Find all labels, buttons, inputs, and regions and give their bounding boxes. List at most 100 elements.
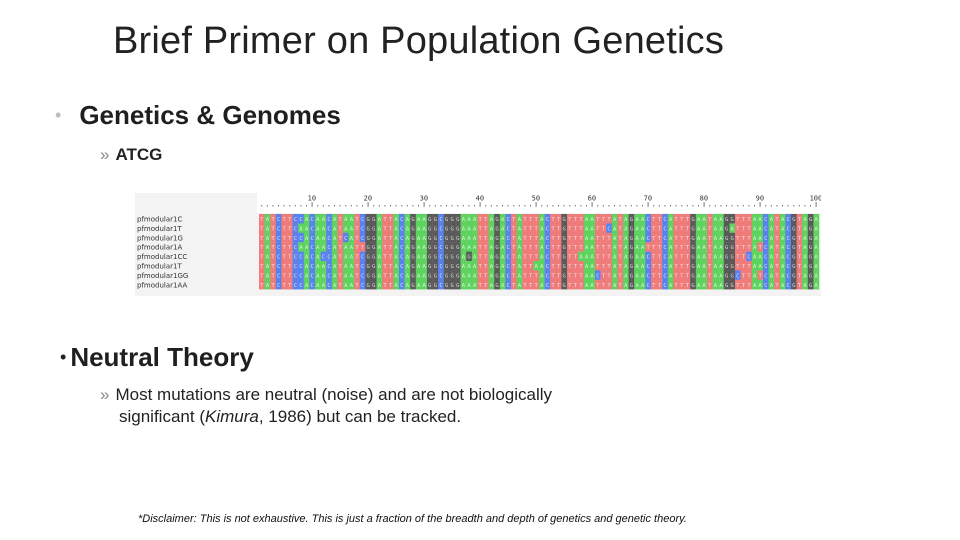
alignment-cell	[634, 242, 640, 252]
alignment-cell	[600, 279, 607, 290]
alignment-base-letter: G	[445, 255, 448, 261]
alignment-base-letter: A	[781, 273, 785, 279]
alignment-base-letter: C	[299, 264, 302, 270]
alignment-base-letter: A	[753, 217, 757, 223]
alignment-cell	[690, 270, 696, 280]
alignment-base-letter: G	[495, 236, 498, 242]
alignment-base-letter: G	[731, 255, 734, 261]
alignment-cell	[359, 223, 366, 233]
alignment-cell	[387, 223, 394, 233]
alignment-base-letter: A	[719, 283, 723, 289]
alignment-cell	[320, 261, 327, 271]
alignment-base-letter: T	[658, 264, 662, 270]
alignment-cell	[555, 242, 562, 252]
alignment-base-letter: A	[669, 255, 673, 261]
alignment-base-letter: A	[585, 245, 589, 251]
alignment-cell	[751, 223, 758, 233]
alignment-base-letter: A	[591, 283, 595, 289]
alignment-cell	[774, 223, 780, 233]
alignment-base-letter: T	[798, 264, 802, 270]
ruler-tick-mark	[496, 205, 498, 207]
alignment-base-letter: A	[518, 273, 522, 279]
alignment-cell	[757, 279, 764, 290]
alignment-cell	[595, 261, 601, 271]
alignment-cell	[455, 223, 461, 233]
alignment-cell	[348, 223, 355, 233]
alignment-base-letter: C	[294, 236, 297, 242]
alignment-base-letter: G	[372, 245, 375, 251]
alignment-base-letter: A	[423, 236, 427, 242]
alignment-base-letter: T	[775, 255, 779, 261]
alignment-cell	[639, 251, 646, 262]
alignment-base-letter: T	[479, 255, 483, 261]
ruler-tick-mark	[278, 205, 279, 207]
alignment-base-letter: T	[383, 273, 387, 279]
alignment-base-letter: G	[725, 236, 728, 242]
alignment-cell	[499, 232, 506, 243]
alignment-cell	[449, 223, 456, 233]
alignment-base-letter: T	[484, 283, 488, 289]
alignment-cell	[315, 223, 321, 233]
alignment-cell	[679, 251, 685, 262]
alignment-base-letter: T	[652, 273, 656, 279]
alignment-base-letter: A	[350, 283, 354, 289]
alignment-base-letter: T	[658, 217, 662, 223]
alignment-base-letter: T	[479, 273, 483, 279]
ruler-tick-mark	[692, 205, 694, 207]
alignment-base-letter: A	[613, 226, 617, 232]
alignment-base-letter: T	[283, 217, 287, 223]
alignment-cell	[337, 279, 344, 290]
alignment-cell	[438, 232, 444, 243]
alignment-cell	[533, 270, 540, 280]
alignment-base-letter: T	[383, 236, 387, 242]
alignment-cell	[264, 270, 271, 280]
alignment-base-letter: A	[378, 273, 382, 279]
alignment-base-letter: A	[395, 236, 399, 242]
alignment-base-letter: A	[714, 273, 718, 279]
alignment-cell	[533, 232, 540, 243]
alignment-cell	[460, 261, 467, 271]
alignment-base-letter: G	[725, 255, 728, 261]
alignment-base-letter: A	[613, 245, 617, 251]
alignment-base-letter: A	[753, 264, 757, 270]
alignment-base-letter: G	[725, 245, 728, 251]
alignment-cell	[550, 279, 556, 290]
alignment-cell	[438, 242, 444, 252]
alignment-cell	[533, 251, 540, 262]
alignment-base-letter: A	[473, 273, 477, 279]
alignment-cell	[651, 261, 657, 271]
alignment-cell	[371, 242, 377, 252]
alignment-base-letter: T	[708, 264, 712, 270]
alignment-cell	[527, 232, 534, 243]
alignment-cell	[354, 242, 360, 252]
alignment-base-letter: T	[798, 217, 802, 223]
alignment-base-letter: G	[792, 245, 795, 251]
alignment-cell	[415, 279, 422, 290]
alignment-cell	[779, 261, 786, 271]
alignment-cell	[695, 270, 702, 280]
alignment-base-letter: T	[512, 217, 516, 223]
alignment-cell	[427, 242, 433, 252]
alignment-base-letter: A	[344, 245, 348, 251]
alignment-cell	[275, 261, 282, 271]
alignment-cell	[645, 251, 652, 262]
alignment-base-letter: G	[456, 245, 459, 251]
alignment-cell	[303, 214, 310, 224]
ruler-tick-mark	[423, 202, 425, 207]
alignment-base-letter: T	[675, 245, 679, 251]
alignment-cell	[583, 279, 590, 290]
alignment-base-letter: A	[473, 255, 477, 261]
alignment-base-letter: A	[585, 255, 589, 261]
alignment-base-letter: A	[585, 217, 589, 223]
alignment-base-letter: C	[507, 236, 510, 242]
alignment-base-letter: A	[669, 236, 673, 242]
alignment-base-letter: A	[395, 226, 399, 232]
alignment-cell	[443, 251, 450, 262]
alignment-cell	[309, 251, 316, 262]
alignment-base-letter: A	[624, 273, 628, 279]
alignment-base-letter: A	[417, 236, 421, 242]
alignment-base-letter: A	[613, 236, 617, 242]
alignment-base-letter: T	[568, 245, 572, 251]
alignment-base-letter: A	[624, 255, 628, 261]
alignment-cell	[281, 223, 288, 233]
